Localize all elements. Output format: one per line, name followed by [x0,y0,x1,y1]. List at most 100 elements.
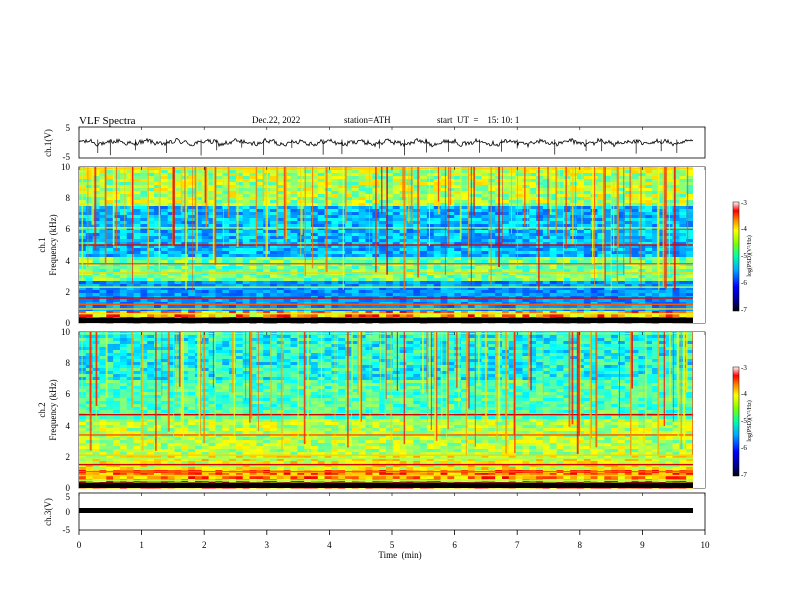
ch1-cbar-tick-4: -4 [741,225,747,233]
spectrogram-cell [379,194,387,198]
spectrogram-cell [542,308,551,312]
spectrogram-cell [365,269,373,273]
spectrogram-cell [235,299,244,303]
spectrogram-cell [140,272,148,276]
spectrogram-cell [399,263,408,267]
spectrogram-cell [235,188,244,192]
spectrogram-cell [631,200,640,204]
spectrogram-cell [672,233,680,237]
spectrogram-cell [556,239,564,243]
spectrogram-cell [481,218,489,222]
spectrogram-cell [304,233,312,237]
spectrogram-cell [222,203,230,207]
spectrogram-cell [194,224,203,228]
spectrogram-cell [208,191,217,195]
spectrogram-cell [215,224,223,228]
spectrogram-cell [542,200,551,204]
spectrogram-cell [611,251,619,255]
spectrogram-cell [652,293,660,297]
spectrogram-cell [256,293,264,297]
spectrogram-cell [160,179,169,183]
spectrogram-cell [242,197,251,201]
spectrogram-cell [338,227,346,231]
spectrogram-cell [324,227,333,231]
spectrogram-cell [249,314,257,318]
spectrogram-cell [420,221,428,225]
spectrogram-cell [679,173,687,177]
spectrogram-cell [276,263,285,267]
spectrogram-cell [222,221,230,225]
spectrogram-cell [174,299,182,303]
spectrogram-cell [392,182,401,186]
spectrogram-cell [242,272,251,276]
spectrogram-cell [386,179,394,183]
spectrogram-cell [270,284,278,288]
spectrogram-cell [208,218,217,222]
spectrogram-cell [256,230,264,234]
spectrogram-cell [194,299,203,303]
spectrogram-cell [147,179,155,183]
spectrogram-cell [652,227,660,231]
spectrogram-cell [290,239,298,243]
spectrogram-cell [133,290,141,294]
spectrogram-cell [194,179,203,183]
sferic-stroke [104,167,107,208]
spectrogram-cell [222,239,230,243]
spectrogram-cell [249,179,257,183]
spectrogram-cell [276,179,285,183]
spectrogram-cell [276,290,285,294]
spectrogram-cell [392,239,401,243]
spectrogram-cell [256,272,264,276]
spectrogram-cell [331,182,339,186]
spectrogram-cell [583,284,592,288]
spectrogram-cell [652,203,660,207]
spectrogram-cell [583,257,592,261]
spectrogram-cell [160,221,169,225]
spectrogram-cell [92,218,101,222]
spectrogram-cell [229,224,237,228]
spectrogram-cell [345,248,353,252]
sferic-stroke [511,167,512,235]
spectrogram-cell [529,263,537,267]
spectrogram-cell [577,209,585,213]
spectrogram-cell [624,182,633,186]
spectrogram-cell [85,179,94,183]
spectrogram-cell [106,191,114,195]
spectrogram-cell [556,197,564,201]
spectrogram-cell [406,218,414,222]
spectrogram-cell [140,185,148,189]
spectrogram-cell [338,224,346,228]
spectrogram-cell [583,251,592,255]
spectrogram-cell [188,191,196,195]
spectrogram-cell [208,293,217,297]
spectrogram-cell [160,188,169,192]
spectrogram-cell [229,272,237,276]
spectrogram-cell [201,314,210,318]
spectrogram-cell [119,239,128,243]
spectrogram-cell [420,311,428,315]
spectrogram-cell [92,287,101,291]
spectrogram-cell [577,200,585,204]
spectrogram-cell [113,305,121,309]
spectrogram-cell [167,212,176,216]
spectrogram-cell [133,206,141,210]
spectrogram-cell [515,194,524,198]
spectrogram-cell [406,215,414,219]
spectrogram-cell [140,182,148,186]
spectrogram-cell [474,254,483,258]
spectrogram-cell [147,176,155,180]
spectrogram-cell [433,284,442,288]
spectrogram-cell [256,221,264,225]
spectrogram-cell [208,257,217,261]
spectrogram-cell [297,257,305,261]
spectrogram-cell [249,224,257,228]
spectrogram-cell [338,203,346,207]
spectrogram-cell [242,251,251,255]
spectrogram-cell [201,278,210,282]
spectrogram-cell [133,203,141,207]
spectrogram-cell [133,314,141,318]
spectrogram-cell [324,200,333,204]
spectrogram-cell [283,257,292,261]
spectrogram-cell [522,305,530,309]
spectrogram-cell [522,233,530,237]
